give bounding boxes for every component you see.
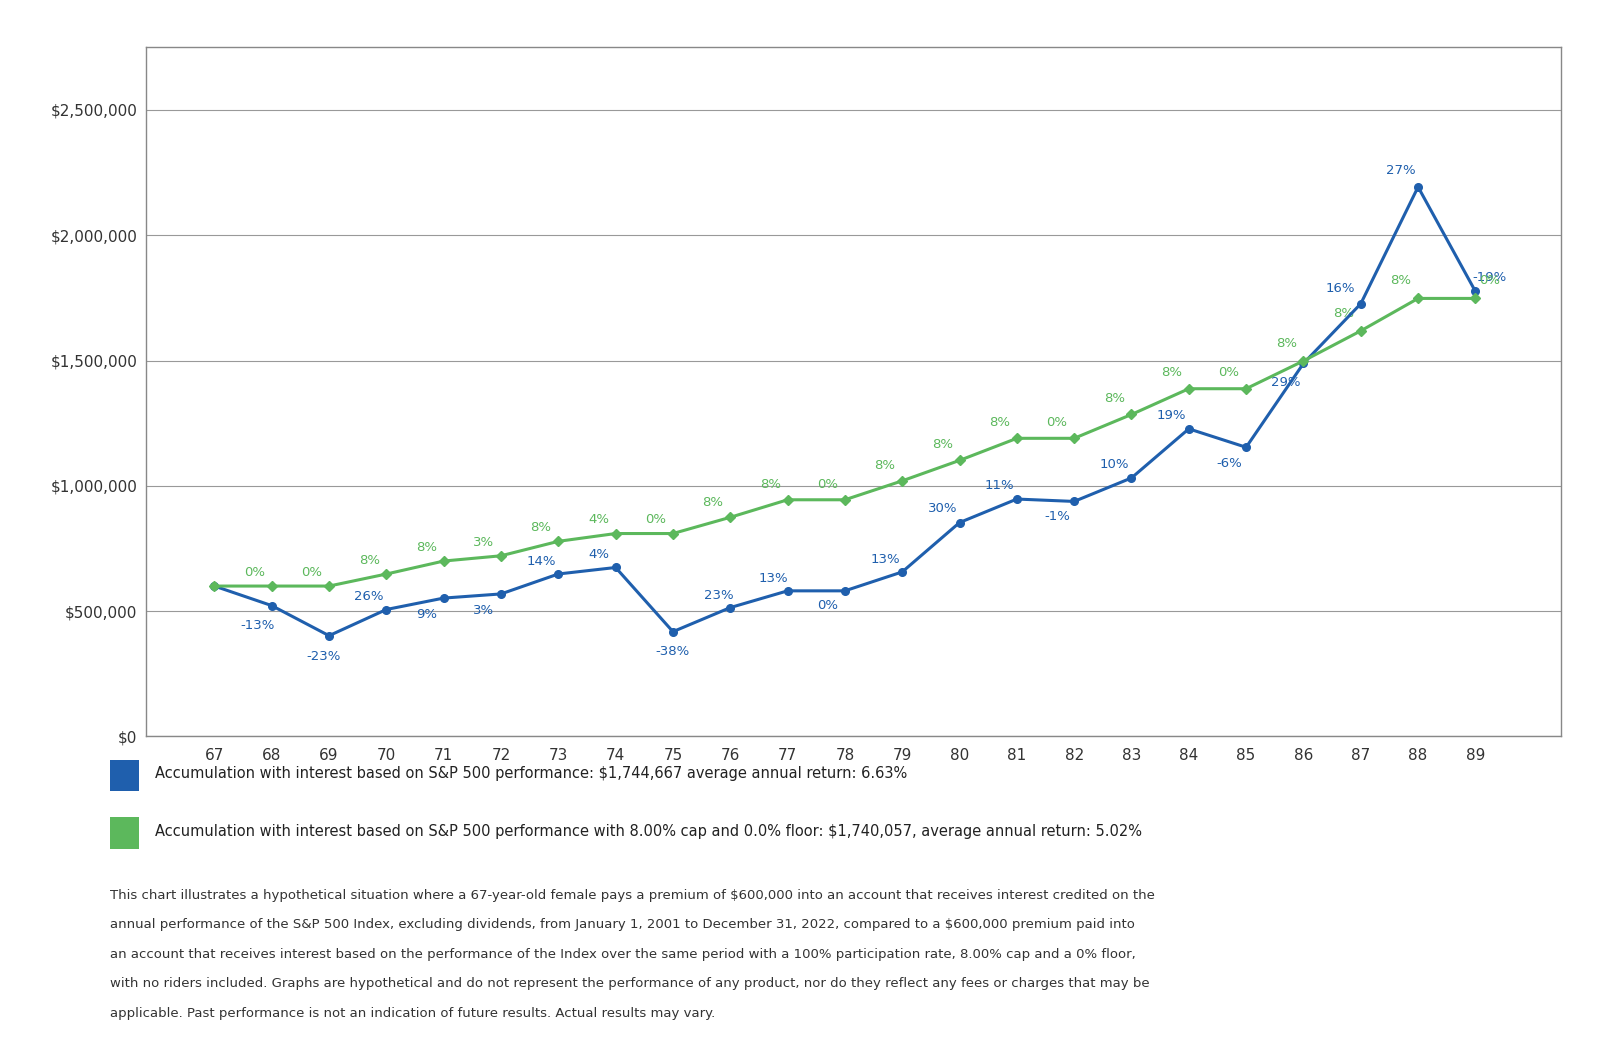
Text: -19%: -19%: [1472, 271, 1506, 284]
Text: This chart illustrates a hypothetical situation where a 67-year-old female pays : This chart illustrates a hypothetical si…: [110, 889, 1155, 902]
Text: 8%: 8%: [760, 479, 781, 491]
Text: 30%: 30%: [927, 502, 958, 515]
Text: 16%: 16%: [1325, 282, 1356, 296]
Text: 8%: 8%: [531, 521, 552, 534]
Text: 13%: 13%: [759, 572, 788, 585]
Text: -23%: -23%: [306, 650, 340, 664]
Text: 8%: 8%: [702, 495, 723, 509]
Text: Accumulation with interest based on S&P 500 performance: $1,744,667 average annu: Accumulation with interest based on S&P …: [155, 766, 908, 781]
Text: 19%: 19%: [1157, 408, 1186, 422]
Text: 0%: 0%: [1047, 416, 1068, 428]
Text: 14%: 14%: [526, 555, 557, 568]
Text: 8%: 8%: [1162, 366, 1183, 379]
Text: -38%: -38%: [655, 645, 689, 659]
Text: 0%: 0%: [817, 479, 838, 491]
Text: 23%: 23%: [704, 588, 733, 602]
Text: 0%: 0%: [1479, 275, 1500, 287]
Text: applicable. Past performance is not an indication of future results. Actual resu: applicable. Past performance is not an i…: [110, 1007, 715, 1019]
Text: 8%: 8%: [1390, 275, 1411, 287]
Text: 8%: 8%: [932, 438, 953, 450]
Text: -13%: -13%: [239, 620, 275, 632]
Text: 8%: 8%: [989, 416, 1010, 428]
Text: Accumulation with interest based on S&P 500 performance with 8.00% cap and 0.0% : Accumulation with interest based on S&P …: [155, 824, 1142, 838]
Text: 8%: 8%: [359, 553, 380, 567]
Text: 0%: 0%: [646, 513, 667, 526]
Text: 8%: 8%: [1103, 391, 1125, 405]
Text: 27%: 27%: [1387, 164, 1416, 177]
Text: 8%: 8%: [1275, 337, 1296, 350]
Text: 10%: 10%: [1100, 458, 1129, 470]
Text: 0%: 0%: [1218, 366, 1239, 379]
Text: 13%: 13%: [870, 553, 900, 566]
Text: 29%: 29%: [1272, 376, 1301, 389]
Text: 8%: 8%: [1333, 307, 1354, 320]
Text: 0%: 0%: [817, 600, 838, 612]
Text: 11%: 11%: [985, 479, 1014, 491]
Text: 8%: 8%: [416, 541, 437, 553]
Text: 4%: 4%: [587, 548, 608, 562]
Text: 8%: 8%: [874, 460, 895, 472]
Text: with no riders included. Graphs are hypothetical and do not represent the perfor: with no riders included. Graphs are hypo…: [110, 977, 1150, 990]
Text: -1%: -1%: [1044, 510, 1069, 523]
Text: 0%: 0%: [244, 566, 265, 579]
Text: 3%: 3%: [472, 535, 495, 548]
Text: -6%: -6%: [1217, 457, 1241, 470]
Text: 3%: 3%: [472, 604, 495, 616]
Text: annual performance of the S&P 500 Index, excluding dividends, from January 1, 20: annual performance of the S&P 500 Index,…: [110, 918, 1134, 931]
Text: an account that receives interest based on the performance of the Index over the: an account that receives interest based …: [110, 948, 1136, 960]
Text: 9%: 9%: [416, 608, 437, 621]
Text: 26%: 26%: [354, 590, 383, 604]
Text: 4%: 4%: [587, 513, 608, 526]
Text: 0%: 0%: [301, 566, 322, 579]
